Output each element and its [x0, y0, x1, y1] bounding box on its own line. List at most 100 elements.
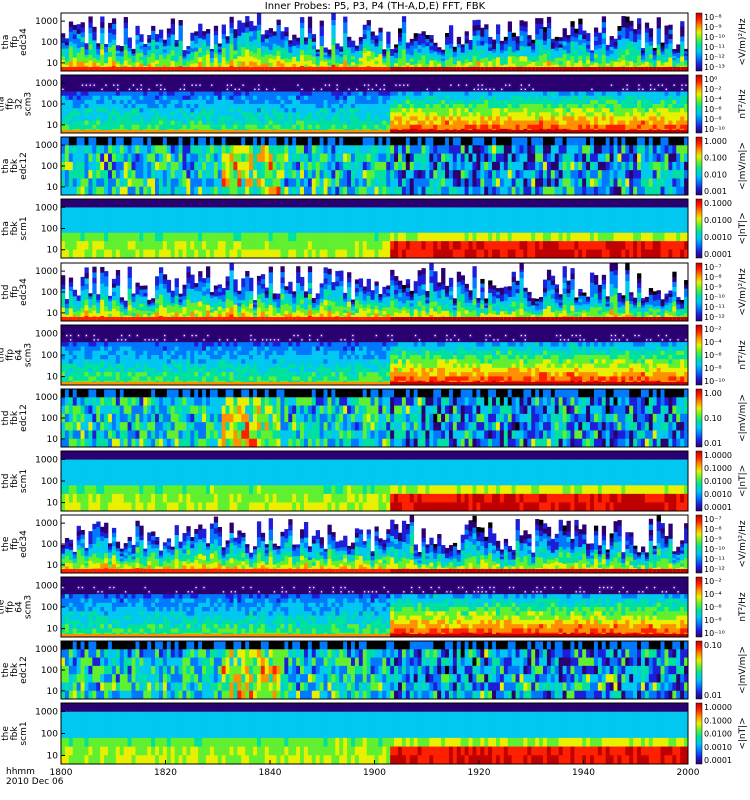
heatmap-cell — [206, 46, 210, 51]
heatmap-cell — [621, 96, 625, 100]
heatmap-cell — [253, 116, 257, 120]
heatmap-cell — [324, 52, 328, 55]
heatmap-cell — [100, 33, 104, 39]
heatmap-cell — [516, 96, 520, 100]
heatmap-cell — [563, 45, 567, 50]
heatmap-cell — [386, 43, 390, 47]
heatmap-cell — [167, 116, 171, 120]
heatmap-cell — [100, 22, 104, 28]
heatmap-cell — [186, 162, 190, 171]
heatmap-cell — [194, 92, 198, 96]
heatmap-cell — [523, 46, 527, 51]
heatmap-cell — [602, 38, 606, 44]
heatmap-cell — [512, 96, 516, 100]
heatmap-cell — [249, 104, 253, 108]
heatmap-cell — [179, 96, 183, 100]
heatmap-cell — [390, 121, 394, 125]
heatmap-cell — [265, 178, 269, 187]
heatmap-cell — [135, 92, 139, 96]
heatmap-cell — [453, 87, 457, 91]
heatmap-cell — [273, 75, 277, 79]
heatmap-cell — [182, 75, 186, 79]
heatmap-cell — [680, 79, 684, 83]
heatmap-cell — [320, 92, 324, 96]
heatmap-cell — [480, 125, 484, 129]
heatmap-cell — [69, 154, 73, 163]
heatmap-cell — [641, 75, 645, 79]
heatmap-cell — [61, 104, 65, 108]
heatmap-cell — [237, 46, 241, 51]
heatmap-cell — [488, 47, 492, 51]
heatmap-cell — [480, 45, 484, 50]
heatmap-cell — [237, 178, 241, 187]
heatmap-cell — [582, 35, 586, 39]
heatmap-cell — [641, 83, 645, 87]
heatmap-cell — [402, 33, 406, 39]
heatmap-cell — [488, 92, 492, 96]
heatmap-cell — [472, 56, 476, 61]
heatmap-cell — [555, 79, 559, 83]
heatmap-cell — [543, 121, 547, 125]
heatmap-cell — [108, 83, 112, 87]
heatmap-cell — [351, 96, 355, 100]
heatmap-cell — [457, 37, 461, 41]
heatmap-cell — [284, 154, 288, 163]
heatmap-cell — [610, 54, 614, 58]
heatmap-cell — [476, 35, 480, 40]
heatmap-cell — [394, 58, 398, 61]
heatmap-cell — [171, 96, 175, 100]
heatmap-cell — [610, 57, 614, 61]
heatmap-cell — [547, 60, 551, 66]
heatmap-cell — [288, 40, 292, 43]
heatmap-cell — [351, 62, 355, 65]
heatmap-cell — [371, 121, 375, 125]
heatmap-cell — [214, 48, 218, 53]
heatmap-cell — [280, 112, 284, 116]
heatmap-cell — [77, 125, 81, 129]
heatmap-cell — [261, 42, 265, 46]
heatmap-cell — [606, 63, 610, 66]
heatmap-cell — [398, 45, 402, 50]
heatmap-cell — [92, 116, 96, 120]
heatmap-cell — [453, 54, 457, 57]
heatmap-cell — [175, 100, 179, 104]
heatmap-cell — [171, 104, 175, 108]
heatmap-cell — [617, 53, 621, 58]
heatmap-cell — [386, 55, 390, 59]
heatmap-cell — [398, 28, 402, 33]
heatmap-cell — [249, 92, 253, 96]
heatmap-cell — [280, 92, 284, 96]
heatmap-cell — [425, 57, 429, 61]
heatmap-cell — [163, 121, 167, 125]
heatmap-cell — [378, 36, 382, 41]
heatmap-cell — [445, 83, 449, 87]
heatmap-cell — [355, 145, 359, 154]
heatmap-cell — [280, 47, 284, 51]
heatmap-cell — [641, 92, 645, 96]
heatmap-cell — [312, 96, 316, 100]
heatmap-cell — [218, 170, 222, 179]
heatmap-cell — [175, 116, 179, 120]
heatmap-cell — [139, 79, 143, 83]
heatmap-cell — [650, 89, 651, 90]
heatmap-cell — [308, 38, 312, 44]
heatmap-cell — [182, 56, 186, 58]
heatmap-cell — [347, 50, 351, 54]
heatmap-cell — [472, 30, 476, 35]
heatmap-cell — [465, 63, 469, 67]
heatmap-cell — [641, 48, 645, 51]
heatmap-cell — [284, 170, 288, 179]
heatmap-cell — [484, 43, 488, 48]
heatmap-cell — [230, 116, 234, 120]
heatmap-cell — [637, 79, 641, 83]
heatmap-cell — [61, 137, 65, 146]
heatmap-cell — [135, 53, 139, 58]
heatmap-cell — [414, 79, 418, 83]
heatmap-cell — [277, 104, 281, 108]
colorbar-units: nT²/Hz — [738, 89, 748, 119]
heatmap-cell — [363, 112, 367, 116]
heatmap-cell — [132, 112, 136, 116]
heatmap-cell — [363, 43, 367, 48]
heatmap-cell — [253, 75, 257, 79]
heatmap-cell — [680, 56, 684, 61]
